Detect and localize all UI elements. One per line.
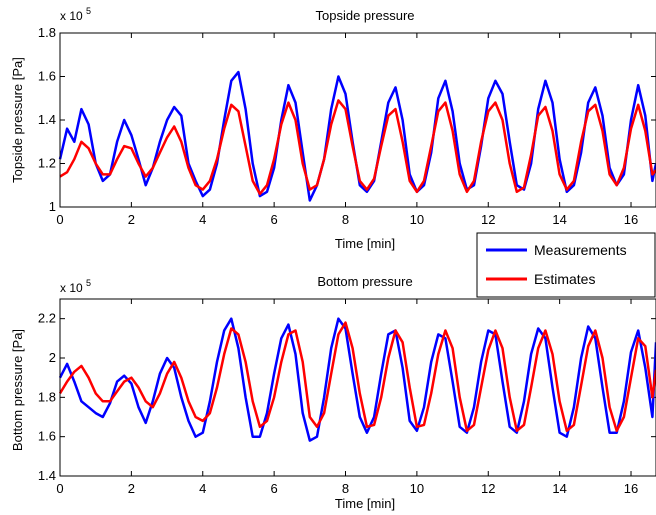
y-axis-label: Topside pressure [Pa] bbox=[10, 57, 25, 183]
y-axis-label: Bottom pressure [Pa] bbox=[10, 329, 25, 451]
x-axis-label: Time [min] bbox=[335, 496, 395, 511]
x-tick-label: 6 bbox=[271, 481, 278, 496]
x-ticks: 0 2 4 6 8 10 12 14 16 bbox=[56, 33, 638, 227]
y-ticks: 1.4 1.6 1.8 2 2.2 bbox=[38, 311, 656, 483]
topside-pressure-panel: Topside pressure x 10 5 Topside pressure… bbox=[10, 6, 656, 251]
y-multiplier-label: x 10 bbox=[60, 281, 83, 295]
series-lines bbox=[58, 317, 656, 442]
x-tick-label: 2 bbox=[128, 212, 135, 227]
plot-frame bbox=[59, 32, 656, 208]
series-line-measurements bbox=[58, 317, 656, 442]
y-multiplier-exponent: 5 bbox=[86, 6, 91, 16]
x-tick-label: 2 bbox=[128, 481, 135, 496]
legend: Measurements Estimates bbox=[476, 232, 656, 298]
x-tick-label: 16 bbox=[624, 212, 638, 227]
x-tick-label: 14 bbox=[552, 212, 566, 227]
y-tick-label: 1.8 bbox=[38, 25, 56, 40]
legend-box bbox=[476, 232, 656, 298]
chart-title: Bottom pressure bbox=[317, 274, 412, 289]
x-tick-label: 14 bbox=[552, 481, 566, 496]
y-tick-label: 1.2 bbox=[38, 156, 56, 171]
y-multiplier-exponent: 5 bbox=[86, 278, 91, 288]
x-tick-label: 4 bbox=[199, 212, 206, 227]
y-multiplier-label: x 10 bbox=[60, 9, 83, 23]
series-line-estimates bbox=[58, 321, 656, 433]
x-tick-label: 4 bbox=[199, 481, 206, 496]
legend-label-estimates: Estimates bbox=[534, 271, 595, 287]
x-tick-label: 6 bbox=[271, 212, 278, 227]
x-tick-label: 0 bbox=[56, 481, 63, 496]
series-line-estimates bbox=[59, 99, 656, 196]
y-tick-label: 2 bbox=[49, 350, 56, 365]
plot-frame bbox=[59, 298, 656, 477]
y-tick-label: 1 bbox=[49, 199, 56, 214]
y-tick-label: 1.4 bbox=[38, 468, 56, 483]
x-ticks: 0 2 4 6 8 10 12 14 16 bbox=[56, 299, 638, 496]
y-tick-label: 2.2 bbox=[38, 311, 56, 326]
legend-label-measurements: Measurements bbox=[534, 242, 627, 258]
x-tick-label: 10 bbox=[410, 212, 424, 227]
x-axis-label: Time [min] bbox=[335, 236, 395, 251]
series-lines bbox=[58, 70, 656, 202]
y-tick-label: 1.8 bbox=[38, 389, 56, 404]
y-ticks: 1 1.2 1.4 1.6 1.8 bbox=[38, 25, 656, 214]
bottom-pressure-panel: Bottom pressure x 10 5 Bottom pressure [… bbox=[10, 274, 656, 511]
x-tick-label: 12 bbox=[481, 481, 495, 496]
x-tick-label: 8 bbox=[342, 481, 349, 496]
x-tick-label: 12 bbox=[481, 212, 495, 227]
y-tick-label: 1.6 bbox=[38, 429, 56, 444]
y-tick-label: 1.4 bbox=[38, 112, 56, 127]
y-tick-label: 1.6 bbox=[38, 69, 56, 84]
series-line-measurements bbox=[58, 70, 656, 202]
x-tick-label: 0 bbox=[56, 212, 63, 227]
chart-title: Topside pressure bbox=[316, 8, 415, 23]
x-tick-label: 16 bbox=[624, 481, 638, 496]
x-tick-label: 10 bbox=[410, 481, 424, 496]
x-tick-label: 8 bbox=[342, 212, 349, 227]
